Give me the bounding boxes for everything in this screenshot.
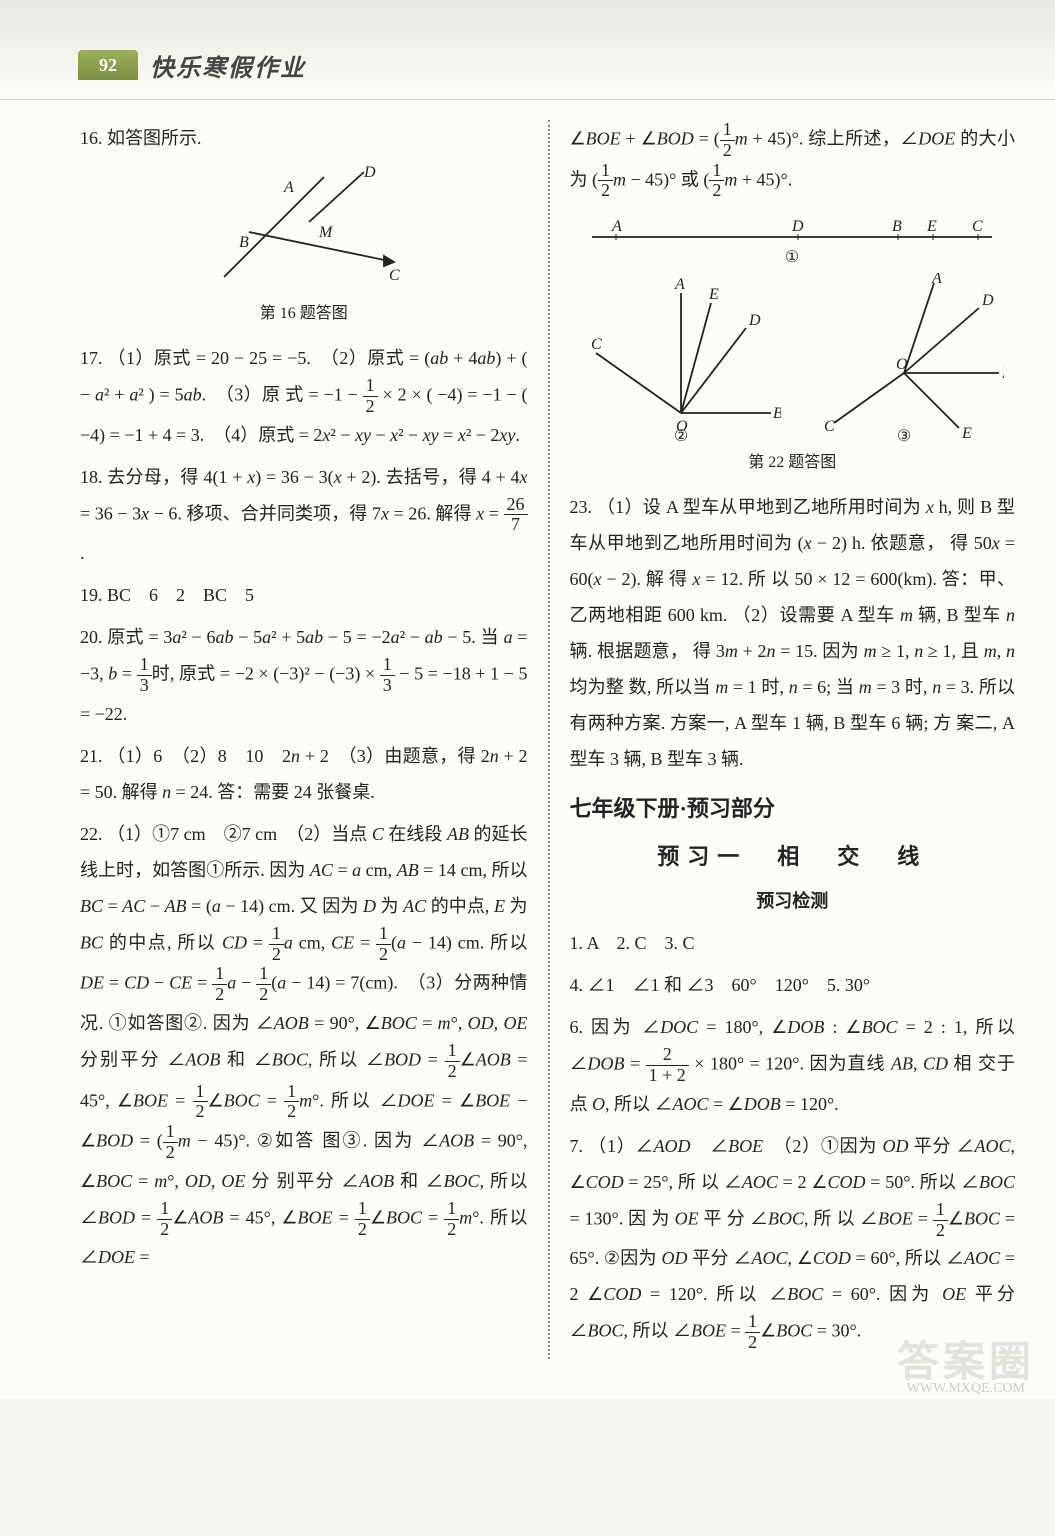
fig16-caption: 第 16 题答图 bbox=[80, 298, 528, 330]
preview-sub: 预习检测 bbox=[570, 883, 1016, 919]
svg-text:C: C bbox=[972, 218, 983, 235]
q19: 19. BC 6 2 BC 5 bbox=[80, 577, 528, 613]
svg-text:E: E bbox=[926, 218, 937, 235]
fig22-3-svg: A D O B C E ③ bbox=[804, 273, 1004, 443]
q18: 18. 去分母，得 4(1 + x) = 36 − 3(x + 2). 去括号，… bbox=[80, 459, 528, 572]
svg-text:③: ③ bbox=[896, 428, 910, 443]
svg-text:M: M bbox=[318, 224, 334, 241]
p1: 1. A 2. C 3. C bbox=[570, 925, 1016, 961]
svg-text:C: C bbox=[824, 418, 835, 435]
q21: 21. （1）6 （2）8 10 2n + 2 （3）由题意，得 2n + 2 … bbox=[80, 738, 528, 810]
svg-text:A: A bbox=[611, 218, 622, 235]
svg-text:D: D bbox=[363, 164, 376, 181]
preview-title: 预习一 相 交 线 bbox=[570, 835, 1016, 879]
svg-text:O: O bbox=[896, 356, 908, 373]
header-title: 快乐寒假作业 bbox=[150, 48, 306, 83]
q16-text: 16. 如答图所示. bbox=[80, 120, 528, 156]
svg-text:D: D bbox=[748, 312, 761, 329]
left-column: 16. 如答图所示. A D B M C 第 16 题答图 bbox=[80, 120, 548, 1359]
right-column: ∠BOE + ∠BOD = (12m + 45)°. 综上所述，∠DOE 的大小… bbox=[548, 120, 1016, 1359]
fig22-caption: 第 22 题答图 bbox=[570, 447, 1016, 479]
svg-text:B: B bbox=[773, 405, 781, 422]
page-number-badge: 92 bbox=[78, 50, 138, 80]
svg-text:②: ② bbox=[674, 428, 688, 443]
page: 92 快乐寒假作业 16. 如答图所示. A D B M C bbox=[0, 0, 1055, 1399]
section-title: 七年级下册·预习部分 bbox=[570, 787, 1016, 831]
svg-text:A: A bbox=[674, 276, 685, 293]
q23: 23. （1）设 A 型车从甲地到乙地所用时间为 x h, 则 B 型车从甲地到… bbox=[570, 489, 1016, 777]
fig16-svg: A D B M C bbox=[194, 162, 414, 292]
svg-text:①: ① bbox=[785, 249, 799, 266]
fig22-2-svg: A E D C O B ② bbox=[581, 273, 781, 443]
q22: 22. （1）①7 cm ②7 cm （2）当点 C 在线段 AB 的延长线上时… bbox=[80, 816, 528, 1276]
svg-text:A: A bbox=[931, 273, 942, 287]
watermark-url: WWW.MXQE.COM bbox=[907, 1381, 1025, 1397]
p6: 6. 因为 ∠DOC = 180°, ∠DOB : ∠BOC = 2 : 1, … bbox=[570, 1009, 1016, 1122]
watermark: 答案圈 bbox=[897, 1328, 1035, 1389]
q20: 20. 原式 = 3a² − 6ab − 5a² + 5ab − 5 = −2a… bbox=[80, 619, 528, 732]
svg-text:D: D bbox=[791, 218, 804, 235]
p4: 4. ∠1 ∠1 和 ∠3 60° 120° 5. 30° bbox=[570, 967, 1016, 1003]
svg-text:B: B bbox=[892, 218, 902, 235]
svg-text:C: C bbox=[591, 336, 602, 353]
q17: 17. （1）原式 = 20 − 25 = −5. （2）原式 = (ab + … bbox=[80, 340, 528, 453]
svg-text:C: C bbox=[389, 267, 400, 284]
svg-text:E: E bbox=[961, 425, 972, 442]
svg-text:B: B bbox=[1002, 365, 1004, 382]
page-header: 92 快乐寒假作业 bbox=[0, 0, 1055, 100]
fig22-row: A E D C O B ② bbox=[570, 273, 1016, 443]
svg-text:D: D bbox=[981, 292, 994, 309]
svg-text:E: E bbox=[708, 286, 719, 303]
p7: 7. （1）∠AOD ∠BOE （2）①因为 OD 平分 ∠AOC, ∠COD … bbox=[570, 1128, 1016, 1353]
content-columns: 16. 如答图所示. A D B M C 第 16 题答图 bbox=[0, 100, 1055, 1359]
q22-cont: ∠BOE + ∠BOD = (12m + 45)°. 综上所述，∠DOE 的大小… bbox=[570, 120, 1016, 201]
svg-text:A: A bbox=[283, 179, 294, 196]
fig22-1-svg: A D B E C ① bbox=[582, 207, 1002, 267]
svg-text:B: B bbox=[239, 234, 249, 251]
